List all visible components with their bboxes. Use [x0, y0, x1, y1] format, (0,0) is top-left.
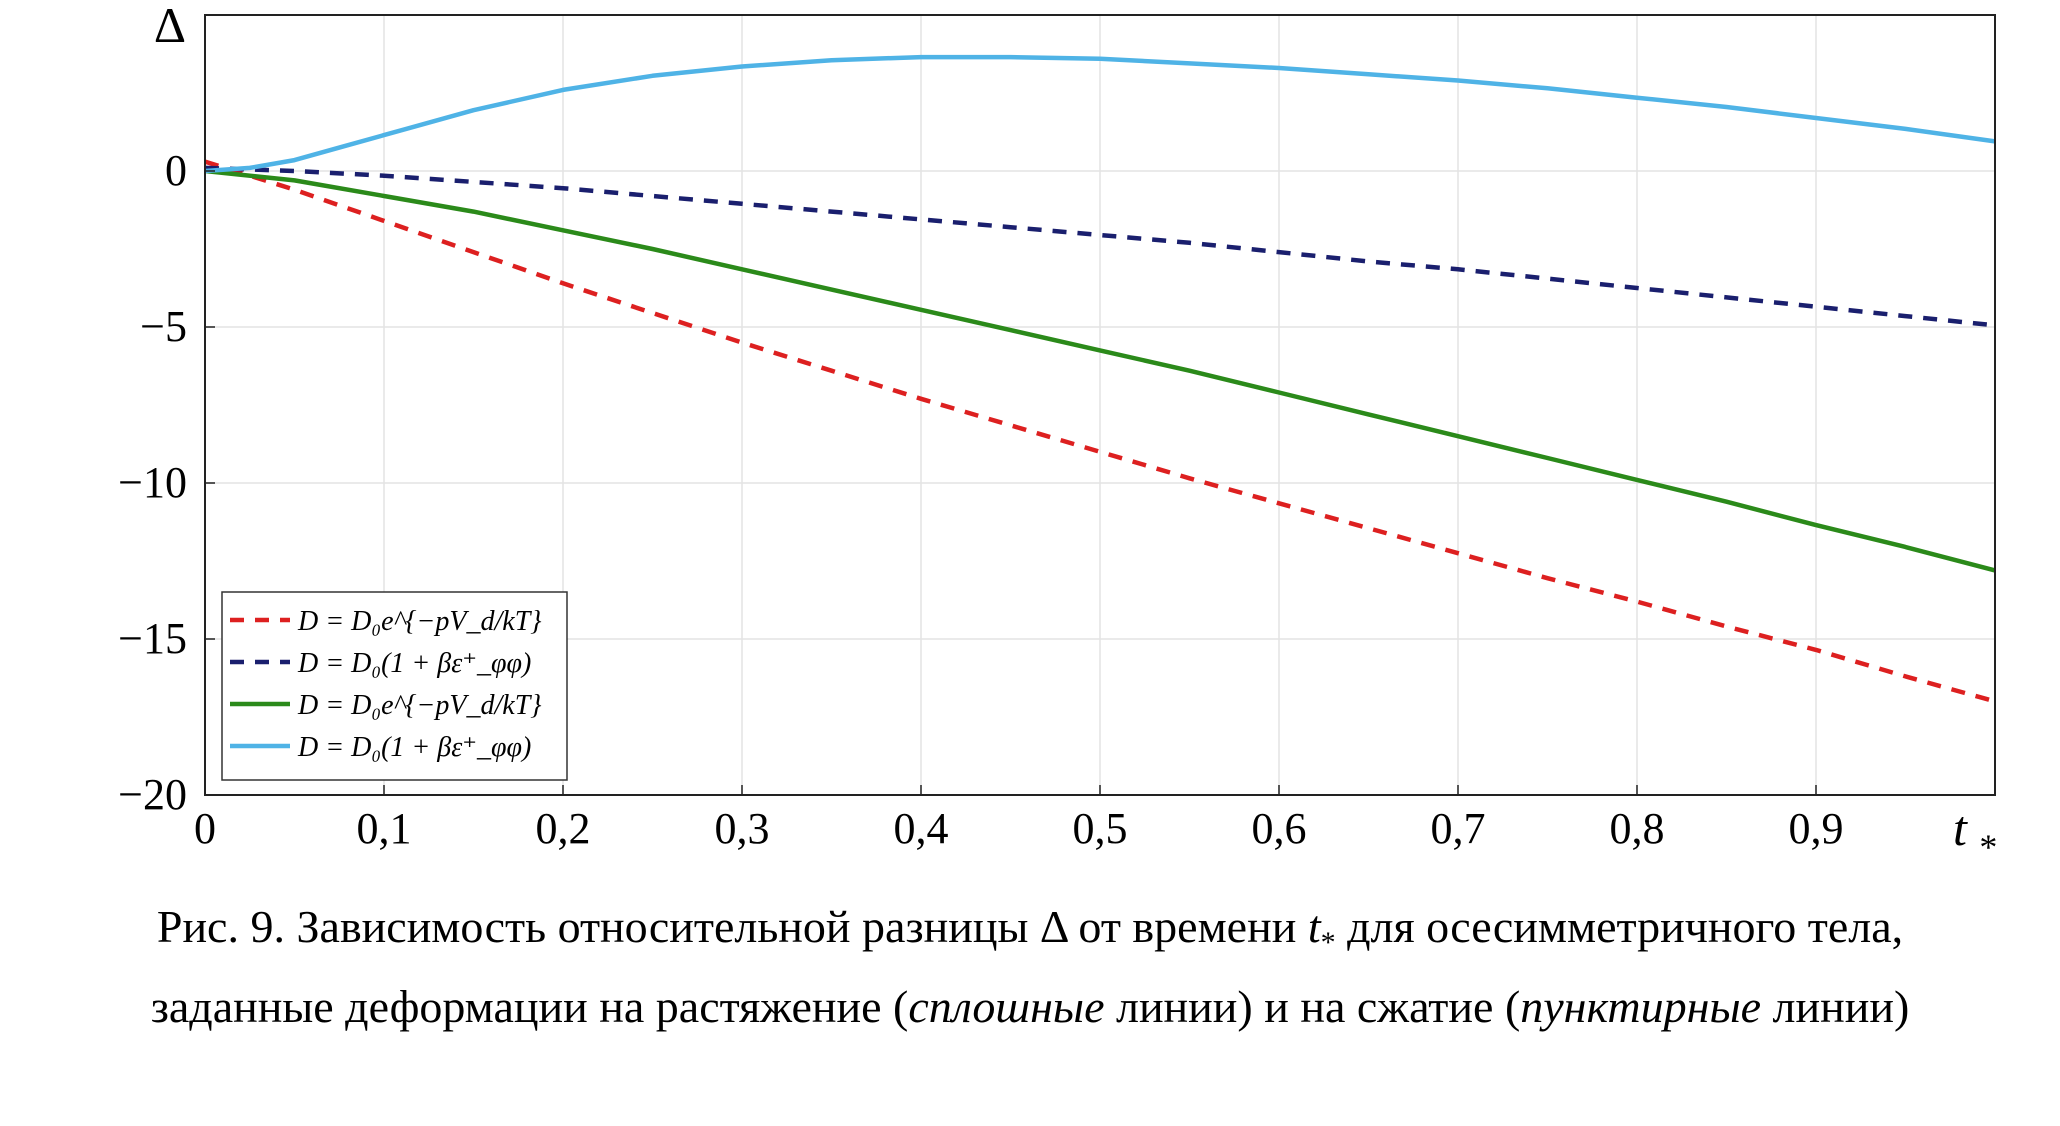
- legend-label-1: D = D₀e^{−pV_d/kT}: [297, 606, 541, 637]
- x-axis-label-subscript: *: [1979, 827, 1997, 867]
- x-tick-label: 0,3: [715, 804, 770, 853]
- x-tick-label: 0,7: [1431, 804, 1486, 853]
- x-tick-label: 0,4: [894, 804, 949, 853]
- legend: D = D₀e^{−pV_d/kT} D = D₀(1 + βε⁺_φφ) D = …: [221, 591, 568, 781]
- x-tick-label: 0,6: [1252, 804, 1307, 853]
- caption-line2-c: линии) и на сжатие (: [1115, 981, 1521, 1033]
- x-tick-label: 0,5: [1073, 804, 1128, 853]
- y-axis-label: Δ: [154, 0, 186, 53]
- series-line-4: [204, 54, 1996, 174]
- legend-box: [221, 591, 568, 781]
- caption-line1-prefix: Рис. 9. Зависимость относительной разниц…: [156, 901, 1297, 952]
- series-line-3: [204, 168, 1996, 573]
- chart: 0 0,1 0,2 0,3 0,4 0,5 0,6 0,7 0,8 0,9 0 −5 −10 −15 −20…: [118, 0, 1997, 867]
- y-tick-label: −20: [118, 770, 187, 819]
- legend-label-3: D = D₀e^{−pV_d/kT}: [297, 690, 541, 721]
- caption-line1-var-sub: *: [1320, 926, 1336, 960]
- x-tick-label: 0,1: [357, 804, 412, 853]
- caption-line2-dashed: пунктирные: [1520, 981, 1762, 1033]
- caption-line-2: заданные деформации на растяжение (сплош…: [0, 975, 2060, 1039]
- caption-line1-suffix: для осесимметричного тела,: [1347, 901, 1904, 952]
- x-tick-label: 0,8: [1610, 804, 1665, 853]
- x-tick-label: 0,9: [1789, 804, 1844, 853]
- x-tick-label: 0,2: [536, 804, 591, 853]
- caption-line2-e: линии): [1772, 981, 1910, 1033]
- x-tick-label: 0: [194, 804, 216, 853]
- caption-line-1: Рис. 9. Зависимость относительной разниц…: [0, 895, 2060, 975]
- legend-label-2: D = D₀(1 + βε⁺_φφ): [297, 648, 531, 679]
- caption-line1-var: t: [1307, 901, 1321, 952]
- y-tick-label: −10: [118, 458, 187, 507]
- y-tick-label: 0: [165, 146, 187, 195]
- series-layer: [204, 54, 1996, 704]
- caption-line2-a: заданные деформации на растяжение (: [150, 981, 909, 1033]
- series-line-1: [204, 159, 1996, 704]
- y-tick-label: −15: [118, 614, 187, 663]
- tick-labels: 0 0,1 0,2 0,3 0,4 0,5 0,6 0,7 0,8 0,9 0 −5 −10 −15 −20: [118, 146, 1843, 853]
- x-axis-label: t *: [1953, 800, 1997, 867]
- x-axis-label-main: t: [1953, 800, 1968, 856]
- figure-caption: Рис. 9. Зависимость относительной разниц…: [0, 895, 2060, 1039]
- legend-label-4: D = D₀(1 + βε⁺_φφ): [297, 732, 531, 763]
- caption-line2-solid: сплошные: [908, 981, 1105, 1033]
- y-tick-label: −5: [140, 302, 187, 351]
